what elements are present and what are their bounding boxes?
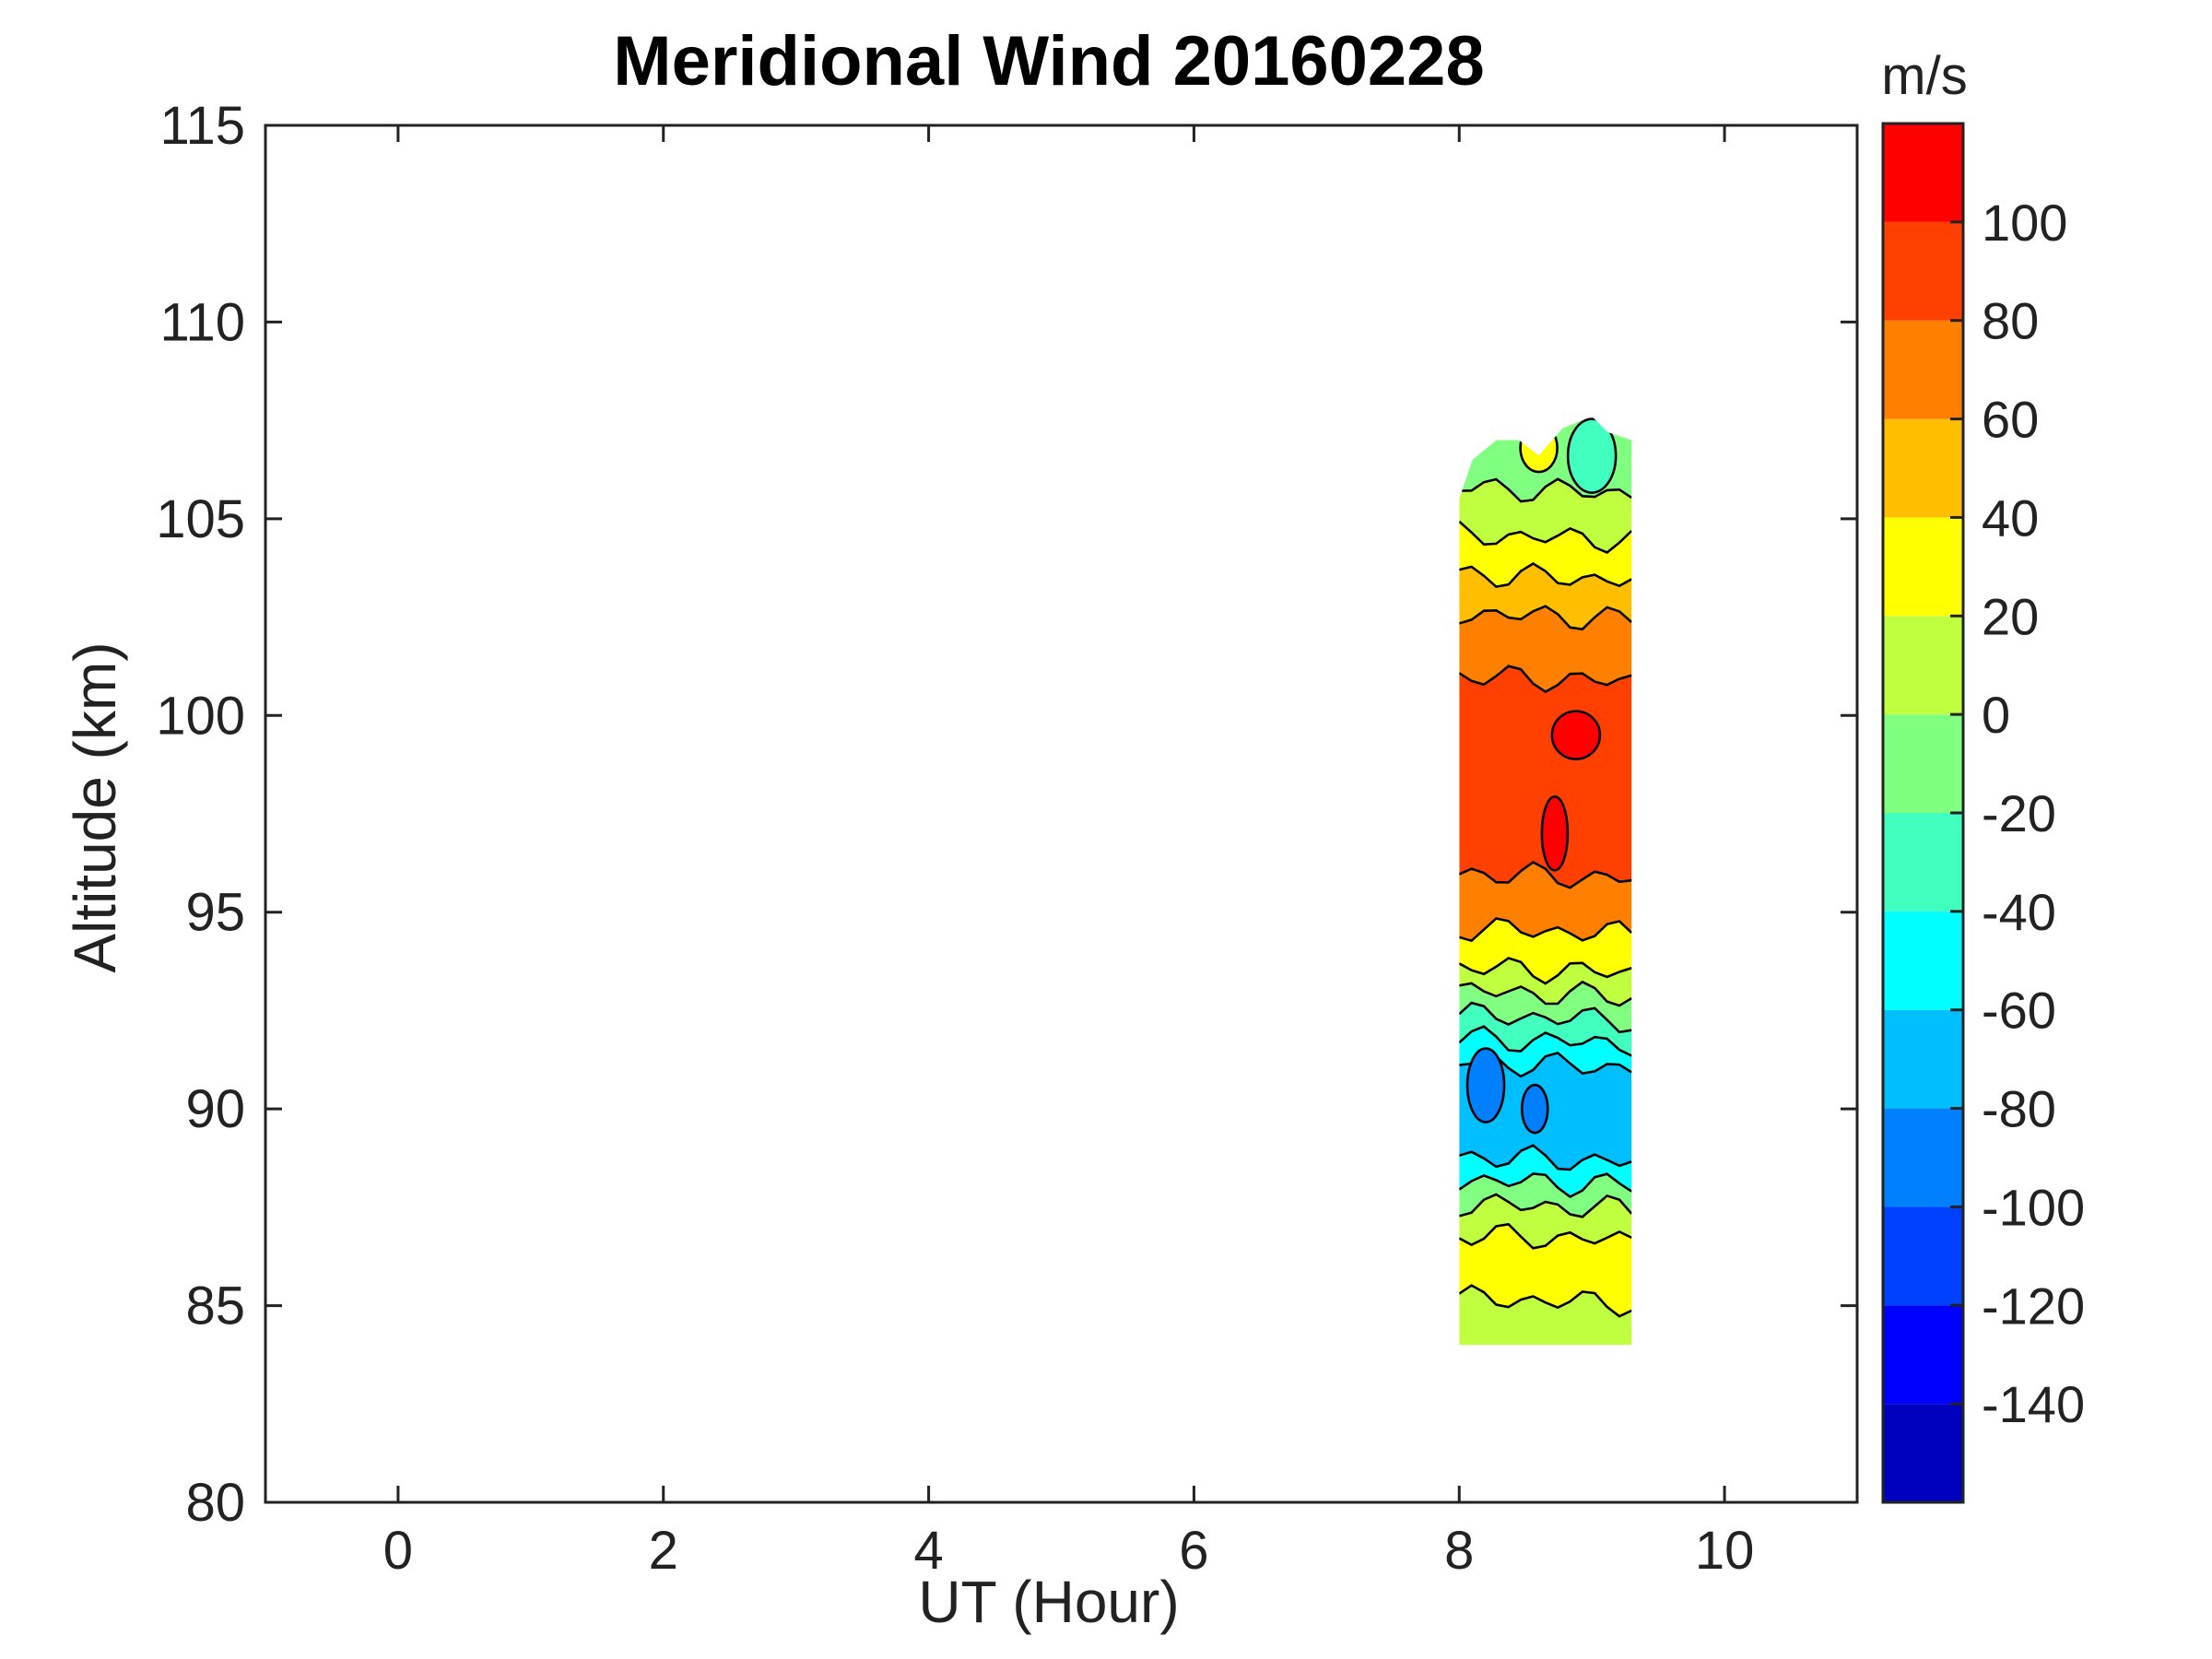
wind-band-0 [1459,1285,1632,1346]
colorbar-unit-label: m/s [1881,46,1967,106]
y-tick-label: 95 [185,883,245,943]
contour-patch-2 [1550,710,1602,760]
colorbar-tick-label: 0 [1982,686,2010,744]
colorbar-swatch-8 [1883,616,1963,715]
x-tick-label: 10 [1695,1521,1755,1581]
colorbar-tick-label: -100 [1982,1178,2085,1236]
contour-patch-5 [1566,418,1618,494]
contour-line-3 [1459,1193,1632,1218]
x-tick-label: 4 [913,1521,943,1581]
contour-line-7 [1459,1025,1632,1057]
contour-line-11 [1459,917,1632,943]
y-tick-label: 105 [156,489,245,549]
contour-line-12 [1459,860,1632,889]
colorbar-tick-label: -140 [1982,1375,2085,1433]
wind-band-1 [1459,1224,1632,1317]
x-tick-label: 0 [383,1521,413,1581]
y-tick-label: 100 [156,686,245,746]
contour-line-17 [1459,477,1632,503]
wind-band-2 [1459,1194,1632,1249]
contour-patch-0 [1520,1083,1549,1135]
y-axis-label: Altitude (km) [62,641,128,972]
contour-line-8 [1459,1001,1632,1034]
colorbar-swatch-9 [1883,517,1963,617]
contour-line-10 [1459,957,1632,985]
colorbar-tick-label: 40 [1982,488,2039,547]
contour-patch-3 [1540,795,1570,872]
colorbar: 100 80 60 40 20 0 -20 -40 -60 -80 -100 -120 -140 [1881,122,2085,1504]
colorbar-swatch-0 [1883,1404,1963,1502]
wind-band-13 [1459,606,1632,692]
colorbar-tick-label: -40 [1982,883,2056,941]
contour-line-14 [1459,605,1632,631]
contour-line-9 [1459,980,1632,1007]
x-tick-label: 8 [1444,1521,1474,1581]
colorbar-tick-label: 80 [1982,292,2039,350]
contour-patch-1 [1465,1047,1506,1124]
y-tick-label: 110 [160,292,245,352]
colorbar-tick-label: 20 [1982,587,2039,645]
colorbar-tick-label: -20 [1982,784,2056,842]
y-tick-label: 85 [185,1277,245,1336]
contour-line-13 [1459,665,1632,694]
colorbar-swatch-11 [1883,320,1963,419]
contour-patch-4 [1519,422,1559,474]
colorbar-tick-label: 100 [1982,194,2067,252]
colorbar-swatch-2 [1883,1206,1963,1306]
wind-band-11 [1459,862,1632,941]
y-tick-label: 90 [185,1079,245,1139]
wind-band-15 [1459,521,1632,587]
y-tick-label: 80 [185,1473,245,1533]
axis-ticks: 0 2 4 6 8 10 80 85 90 95 100 105 110 115 [156,96,1857,1581]
contour-line-15 [1459,561,1632,588]
colorbar-swatch-10 [1883,418,1963,518]
colorbar-tick-label: -120 [1982,1277,2085,1335]
colorbar-tick-label: -60 [1982,982,2056,1040]
contour-line-5 [1459,1144,1632,1171]
x-tick-label: 6 [1179,1521,1208,1581]
wind-band-6 [1459,1026,1632,1077]
colorbar-swatch-6 [1883,813,1963,912]
colorbar-swatch-4 [1883,1009,1963,1109]
colorbar-tick-label: 60 [1982,391,2039,449]
colorbar-swatch-7 [1883,714,1963,813]
colorbar-swatch-13 [1883,124,1963,222]
y-tick-label: 115 [160,96,245,156]
x-tick-label: 2 [649,1521,678,1581]
contour-line-2 [1459,1222,1632,1250]
colorbar-swatch-1 [1883,1305,1963,1405]
colorbar-swatch-3 [1883,1108,1963,1207]
contour-line-16 [1459,520,1632,555]
contour-line-4 [1459,1172,1632,1199]
contour-data-layer [1459,418,1632,1346]
plot-frame [264,124,1859,1504]
chart-title: Meridional Wind 20160228 [613,22,1484,100]
colorbar-swatch-12 [1883,221,1963,321]
colorbar-swatch-5 [1883,911,1963,1010]
x-axis-label: UT (Hour) [918,1569,1179,1635]
colorbar-tick-label: -80 [1982,1080,2056,1138]
contour-line-1 [1459,1284,1632,1318]
